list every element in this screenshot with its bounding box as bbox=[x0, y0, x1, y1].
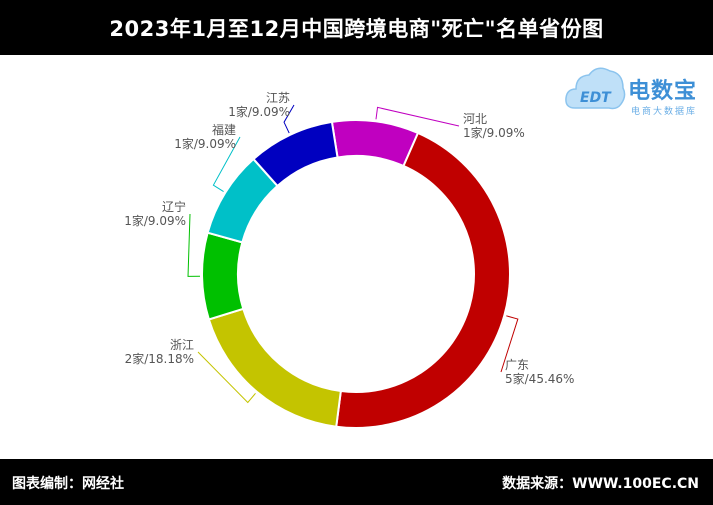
slice-name-label: 江苏 bbox=[266, 91, 290, 105]
slice-value-label: 2家/18.18% bbox=[125, 351, 194, 366]
chart-title: 2023年1月至12月中国跨境电商"死亡"名单省份图 bbox=[109, 16, 604, 41]
slice-name-label: 河北 bbox=[463, 112, 487, 126]
slice-浙江 bbox=[207, 307, 342, 428]
slice-河北 bbox=[330, 119, 420, 168]
slice-name-label: 福建 bbox=[212, 122, 236, 137]
leader-line-浙江 bbox=[197, 351, 256, 404]
footer-source: 数据来源：WWW.100EC.CN bbox=[502, 476, 699, 492]
slice-name-label: 广东 bbox=[505, 358, 529, 372]
logo-emblem-text: EDT bbox=[580, 90, 612, 106]
slice-name-label: 辽宁 bbox=[162, 199, 186, 214]
slice-value-label: 5家/45.46% bbox=[505, 371, 574, 386]
donut-chart: 河北1家/9.09%广东5家/45.46%浙江2家/18.18%辽宁1家/9.0… bbox=[124, 91, 574, 429]
logo: EDT 电数宝 电商大数据库 bbox=[565, 64, 713, 126]
logo-title: 电数宝 bbox=[628, 79, 698, 104]
slice-广东 bbox=[335, 131, 511, 429]
leader-line-辽宁 bbox=[187, 213, 201, 277]
cloud-logo-icon: EDT bbox=[565, 67, 626, 110]
slice-辽宁 bbox=[201, 231, 245, 321]
slice-value-label: 1家/9.09% bbox=[124, 213, 186, 228]
logo-subtitle: 电商大数据库 bbox=[631, 107, 698, 117]
leader-line-河北 bbox=[375, 106, 460, 127]
slice-value-label: 1家/9.09% bbox=[463, 125, 525, 140]
slice-name-label: 浙江 bbox=[170, 338, 194, 352]
footer-bar: 图表编制：网经社 数据来源：WWW.100EC.CN bbox=[0, 459, 713, 505]
footer-credit: 图表编制：网经社 bbox=[12, 476, 124, 492]
chart-area: 河北 1家/9.09% 广东 5家/45.46% 浙江 2家/18.18% 辽宁 1家/9.0… bbox=[0, 55, 713, 459]
slice-value-label: 1家/9.09% bbox=[228, 104, 290, 119]
leader-line-福建 bbox=[212, 136, 241, 192]
leader-line-广东 bbox=[500, 315, 519, 373]
slice-value-label: 1家/9.09% bbox=[174, 136, 236, 151]
leader-line-江苏 bbox=[283, 104, 295, 134]
title-bar: 2023年1月至12月中国跨境电商"死亡"名单省份图 bbox=[0, 0, 713, 55]
slice-江苏 bbox=[252, 120, 339, 188]
